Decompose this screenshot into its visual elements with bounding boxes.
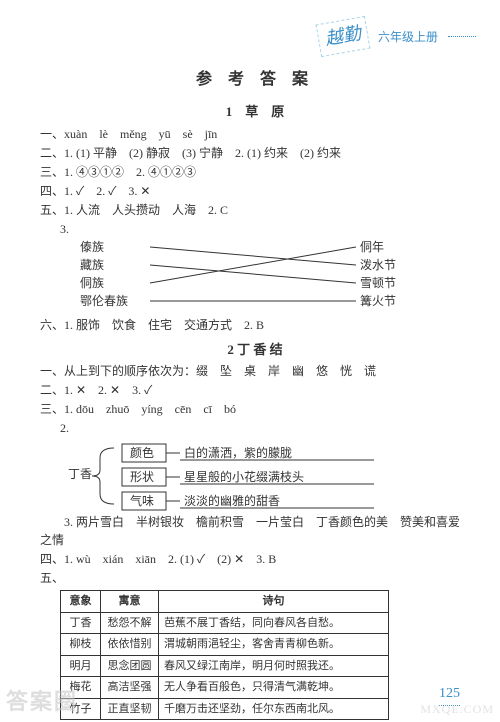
grade-label: 六年级上册 xyxy=(378,28,438,46)
svg-text:白的潇洒，紫的朦胧: 白的潇洒，紫的朦胧 xyxy=(184,445,292,460)
svg-text:篝火节: 篝火节 xyxy=(360,293,396,308)
lesson2-heading: 2 丁 香 结 xyxy=(40,340,470,360)
svg-text:淡淡的幽雅的甜香: 淡淡的幽雅的甜香 xyxy=(184,493,280,508)
svg-text:侗年: 侗年 xyxy=(360,240,384,254)
lesson2-q4: 四、1. wù xián xiān 2. (1) ✓ (2) ✕ 3. B xyxy=(40,550,470,568)
svg-text:鄂伦春族: 鄂伦春族 xyxy=(80,293,128,308)
svg-text:形状: 形状 xyxy=(130,470,154,484)
svg-text:泼水节: 泼水节 xyxy=(360,258,396,272)
svg-text:傣族: 傣族 xyxy=(80,240,104,254)
watermark-left: 答案圈 xyxy=(0,681,84,722)
lesson1-q3: 三、1. ④③①② 2. ④①②③ xyxy=(40,163,470,181)
lesson2-q1: 一、从上到下的顺序依次为：缀 坠 桌 岸 幽 悠 恍 谎 xyxy=(40,362,470,380)
watermark-right: MXQE.COM xyxy=(414,696,500,722)
lesson1-q6: 六、1. 服饰 饮食 住宅 交通方式 2. B xyxy=(40,316,470,334)
header: 越勤 六年级上册 xyxy=(318,20,476,53)
lesson1-q5b-label: 3. xyxy=(40,220,470,238)
svg-text:星星般的小花缀满枝头: 星星般的小花缀满枝头 xyxy=(184,469,304,484)
svg-text:气味: 气味 xyxy=(130,493,154,508)
lesson2-q3c: 3. 两片雪白 半树银妆 檐前积雪 一片莹白 丁香颜色的美 赞美和喜爱之情 xyxy=(40,513,470,549)
lesson1-q4: 四、1. ✓ 2. ✓ 3. ✕ xyxy=(40,182,470,200)
lesson1-q2: 二、1. (1) 平静 (2) 静寂 (3) 宁静 2. (1) 约来 (2) … xyxy=(40,144,470,162)
svg-text:侗族: 侗族 xyxy=(80,276,104,290)
lesson1-q1: 一、xuàn lè měng yū sè jīn xyxy=(40,125,470,143)
lesson2-q5-label: 五、 xyxy=(40,569,470,587)
lesson1-q5a: 五、1. 人流 人头攒动 人海 2. C xyxy=(40,201,470,219)
svg-text:藏族: 藏族 xyxy=(80,258,104,272)
lesson2-q3b-label: 2. xyxy=(40,419,470,437)
matching-diagram: 傣族藏族侗族鄂伦春族 侗年泼水节雪顿节篝火节 xyxy=(60,239,420,315)
lesson1-heading: 1 草 原 xyxy=(40,102,470,122)
svg-text:丁香: 丁香 xyxy=(68,467,92,481)
logo: 越勤 xyxy=(315,16,370,57)
poetry-table: 意象寓意诗句丁香愁怨不解芭蕉不展丁香结，同向春风各自愁。柳枝依依惜别渭城朝雨浥轻… xyxy=(60,590,389,720)
svg-text:颜色: 颜色 xyxy=(130,445,154,460)
header-dots xyxy=(448,36,476,37)
tree-diagram: 丁香 颜色 白的潇洒，紫的朦胧形状 星星般的小花缀满枝头气味 淡淡的幽雅的甜香 xyxy=(60,438,440,512)
svg-text:雪顿节: 雪顿节 xyxy=(360,276,396,290)
page-title: 参 考 答 案 xyxy=(40,68,470,92)
lesson2-q3a: 三、1. dōu zhuō yíng cēn cī bó xyxy=(40,400,470,418)
lesson2-q2: 二、1. ✕ 2. ✕ 3. ✓ xyxy=(40,381,470,399)
